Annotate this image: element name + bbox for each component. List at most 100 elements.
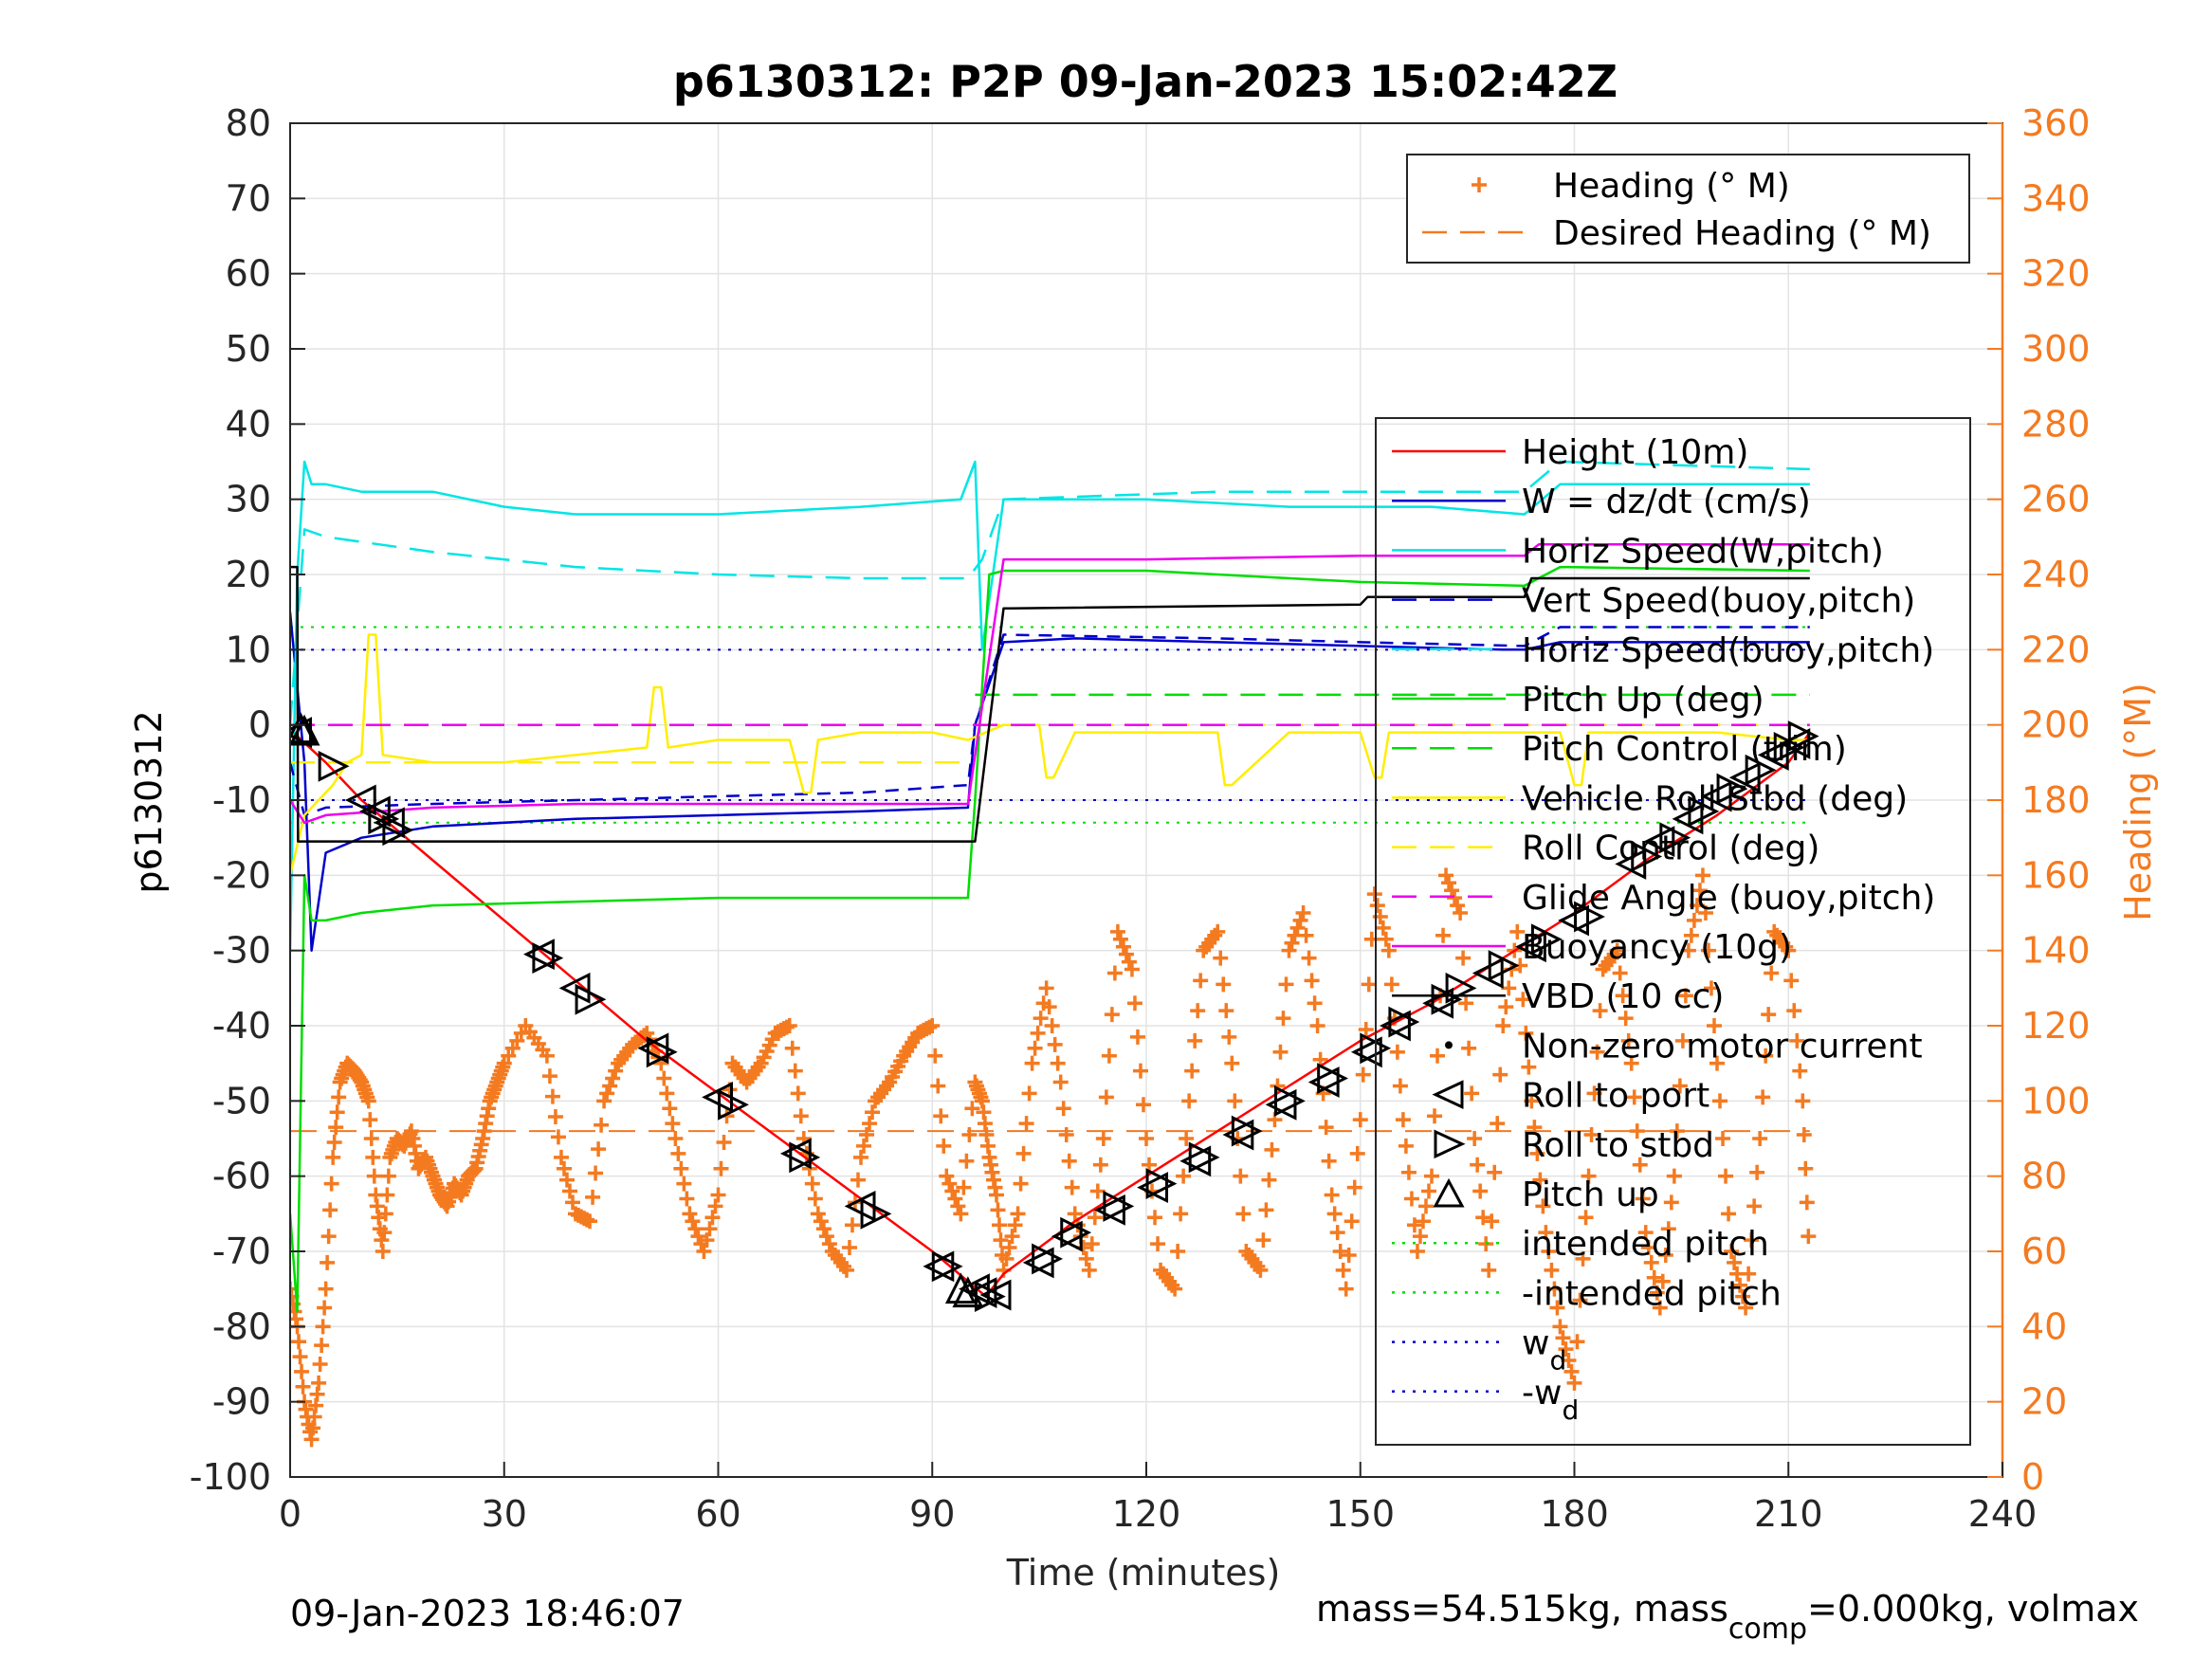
heading-marker [1118, 946, 1134, 962]
heading-marker [670, 1145, 686, 1161]
heading-marker [544, 1088, 560, 1104]
heading-marker [1106, 965, 1123, 981]
legend-main-item-label: Vehicle Roll Stbd (deg) [1522, 779, 1908, 818]
legend-main-item-subscript: d [1549, 1345, 1566, 1376]
heading-marker [605, 1070, 621, 1086]
heading-marker [1010, 1206, 1026, 1222]
heading-marker [1424, 1168, 1439, 1184]
heading-marker [594, 1117, 610, 1133]
legend-main-item-text: Height (10m) [1522, 433, 1748, 472]
legend-main-item-label: Roll to stbd [1522, 1126, 1714, 1165]
x-tick-label: 60 [695, 1493, 740, 1535]
heading-marker [541, 1068, 558, 1085]
heading-marker [1490, 1116, 1506, 1132]
heading-marker [1170, 1244, 1186, 1259]
roll-to-port-marker [1222, 1119, 1254, 1151]
roll-to-port-marker [1514, 931, 1546, 963]
heading-marker [1430, 1048, 1446, 1064]
heading-marker [1233, 1168, 1249, 1184]
heading-marker [1058, 1127, 1074, 1143]
heading-marker [1458, 995, 1474, 1012]
heading-marker [807, 1191, 823, 1207]
heading-marker [1640, 1240, 1656, 1256]
heading-marker [1121, 954, 1137, 970]
roll-to-port-marker [1672, 803, 1704, 835]
heading-marker [1518, 1025, 1534, 1041]
legend-main-item-text: Pitch Up (deg) [1522, 681, 1764, 720]
heading-marker [362, 1112, 378, 1128]
x-tick-label: 150 [1325, 1493, 1395, 1535]
heading-marker [1789, 1032, 1805, 1048]
y-left-tick-label: -10 [212, 779, 271, 821]
legend-main-item-label: -intended pitch [1522, 1274, 1782, 1313]
heading-marker [1176, 1168, 1192, 1184]
heading-marker [656, 1070, 672, 1086]
heading-marker [1581, 1168, 1597, 1184]
heading-marker [558, 1172, 575, 1188]
heading-marker [1689, 898, 1705, 914]
heading-marker [1455, 950, 1472, 966]
heading-marker [1052, 1074, 1069, 1090]
heading-marker [690, 1229, 706, 1245]
legend-main-item-label: VBD (10 cc) [1522, 977, 1724, 1016]
heading-marker [1338, 1281, 1354, 1297]
heading-marker [1783, 973, 1800, 989]
heading-marker [865, 1104, 881, 1121]
heading-marker [1400, 1164, 1417, 1180]
heading-marker [553, 1149, 569, 1165]
heading-marker [1375, 920, 1391, 936]
heading-marker [699, 1232, 715, 1249]
pitch-up-marker [290, 714, 320, 746]
heading-marker [1796, 1127, 1812, 1143]
legend-main-item-label: Vert Speed(buoy,pitch) [1522, 582, 1915, 621]
y-right-tick-label: 260 [2021, 479, 2091, 520]
heading-marker [1304, 973, 1320, 989]
heading-marker [377, 1206, 393, 1222]
heading-marker [1420, 1183, 1436, 1199]
heading-marker [1292, 912, 1308, 928]
heading-marker [1047, 1036, 1063, 1052]
heading-marker [1727, 1254, 1743, 1270]
heading-marker [838, 1262, 854, 1278]
heading-marker [1589, 1044, 1605, 1060]
series-line [290, 460, 1810, 725]
roll-to-port-marker [1022, 1247, 1054, 1279]
marker-series [290, 712, 1819, 1313]
heading-marker [1666, 1168, 1682, 1184]
heading-marker [1683, 927, 1699, 943]
heading-series [290, 867, 1817, 1448]
legend-main-item-swatch [1433, 1177, 1465, 1208]
heading-marker [602, 1078, 618, 1094]
legend-main-item-label: Pitch Control (trim) [1522, 730, 1847, 769]
heading-marker [1669, 1123, 1685, 1139]
x-tick-label: 120 [1112, 1493, 1181, 1535]
heading-marker [323, 1176, 339, 1192]
heading-marker [312, 1357, 328, 1372]
roll-to-port-marker [965, 1277, 997, 1309]
heading-marker [953, 1206, 969, 1222]
heading-marker [1027, 1040, 1043, 1056]
roll-to-stbd-marker [1787, 720, 1819, 752]
heading-marker [1735, 1288, 1751, 1304]
legend-main-item-subscript: d [1562, 1395, 1579, 1426]
heading-marker [561, 1183, 577, 1199]
heading-marker [1680, 942, 1696, 958]
legend-main-item-label: -wd [1522, 1374, 1579, 1426]
heading-marker [682, 1206, 698, 1222]
roll-to-stbd-marker [318, 750, 350, 782]
heading-marker [379, 1187, 395, 1203]
heading-marker [1481, 1262, 1497, 1278]
pitch-up-marker [952, 1276, 984, 1308]
heading-marker [599, 1085, 615, 1102]
heading-marker [1380, 942, 1397, 958]
heading-marker [1341, 1247, 1357, 1263]
legend-heading: Heading (° M) Desired Heading (° M) [1406, 154, 1970, 264]
x-tick-label: 210 [1754, 1493, 1823, 1535]
heading-marker [784, 1040, 800, 1056]
heading-marker [1578, 1210, 1594, 1226]
x-axis-label: Time (minutes) [1006, 1552, 1281, 1594]
roll-to-port-marker [1137, 1172, 1169, 1203]
heading-marker [1592, 1003, 1608, 1019]
legend-main-item-text: w [1522, 1324, 1549, 1363]
heading-marker [360, 1093, 376, 1109]
